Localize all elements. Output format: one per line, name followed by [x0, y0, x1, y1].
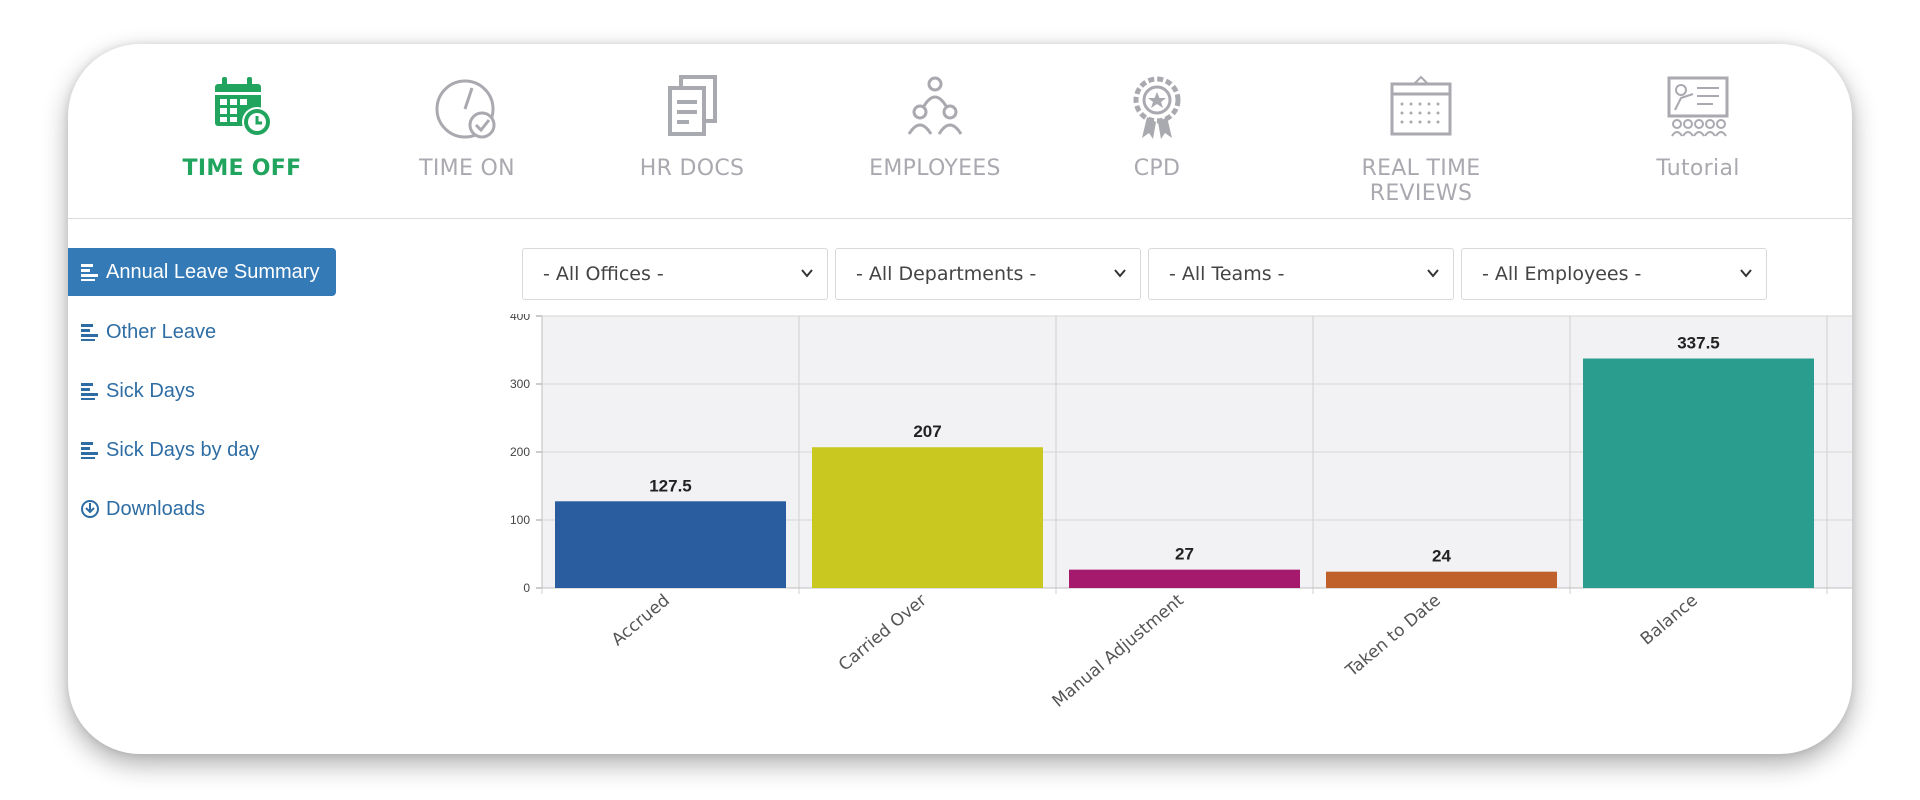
sidebar-item-annual-leave-summary[interactable]: Annual Leave Summary — [68, 248, 336, 296]
y-tick-label: 300 — [510, 377, 530, 391]
chevron-down-icon — [1114, 269, 1126, 278]
nav-time-on[interactable]: TIME ON — [357, 72, 577, 181]
sidebar-item-sick-days[interactable]: Sick Days — [68, 368, 368, 414]
nav-real-time-reviews-label: REAL TIME REVIEWS — [1361, 156, 1481, 206]
sidebar-item-sick-days-by-day[interactable]: Sick Days by day — [68, 427, 368, 473]
stopwatch-check-icon — [435, 79, 496, 139]
data-label: 337.5 — [1677, 334, 1720, 353]
bar-accrued — [555, 501, 786, 588]
nav-cpd[interactable]: CPD — [1047, 72, 1267, 181]
teams-select-value: - All Teams - — [1169, 263, 1285, 285]
nav-tutorial-label: Tutorial — [1656, 156, 1740, 181]
data-label: 24 — [1432, 547, 1451, 566]
x-tick-label: Balance — [1637, 591, 1702, 650]
sidebar-item-label: Sick Days by day — [106, 438, 260, 461]
y-tick-label: 0 — [523, 581, 530, 595]
sidebar-item-label: Other Leave — [106, 320, 217, 343]
bar-list-icon — [81, 442, 98, 459]
sidebar-item-label: Downloads — [106, 497, 205, 520]
employees-select-value: - All Employees - — [1482, 263, 1642, 285]
bar-list-icon — [81, 264, 98, 281]
sidebar-item-other-leave[interactable]: Other Leave — [68, 309, 368, 355]
bar-balance — [1583, 358, 1814, 588]
main-panel: TIME OFF TIME ON HR DOCS — [68, 44, 1852, 754]
nav-employees[interactable]: EMPLOYEES — [825, 72, 1045, 181]
bar-carried-over — [812, 447, 1043, 588]
nav-cpd-label: CPD — [1133, 156, 1181, 181]
nav-hr-docs[interactable]: HR DOCS — [582, 72, 802, 181]
employees-select[interactable]: - All Employees - — [1461, 248, 1767, 300]
x-tick-label: Accrued — [608, 591, 674, 651]
nav-time-off[interactable]: TIME OFF — [132, 72, 352, 181]
documents-icon — [668, 75, 717, 136]
nav-time-off-label: TIME OFF — [182, 156, 302, 181]
sidebar: Annual Leave Summary Other Leave Sick Da… — [68, 248, 368, 545]
x-tick-label: Manual Adjustment — [1049, 590, 1188, 711]
calendar-clock-icon — [215, 77, 272, 137]
nav-employees-label: EMPLOYEES — [869, 156, 1001, 181]
bar-taken-to-date — [1326, 571, 1557, 588]
people-icon — [907, 76, 963, 135]
nav-real-time-reviews[interactable]: REAL TIME REVIEWS — [1311, 72, 1531, 206]
bar-list-icon — [81, 324, 98, 341]
y-tick-label: 100 — [510, 513, 530, 527]
bar-manual-adjustment — [1069, 569, 1300, 588]
data-label: 127.5 — [649, 476, 692, 495]
data-label: 207 — [913, 422, 941, 441]
bar-list-icon — [81, 383, 98, 400]
nav-hr-docs-label: HR DOCS — [639, 156, 745, 181]
departments-select[interactable]: - All Departments - — [835, 248, 1141, 300]
y-tick-label: 400 — [510, 314, 530, 323]
presentation-icon — [1667, 76, 1729, 137]
departments-select-value: - All Departments - — [856, 263, 1037, 285]
calendar-grid-icon — [1390, 75, 1452, 136]
offices-select[interactable]: - All Offices - — [522, 248, 828, 300]
annual-leave-bar-chart: 0 100 200 300 400 127.5 Accrued 207 Carried Over… — [510, 314, 1852, 712]
offices-select-value: - All Offices - — [543, 263, 664, 285]
chevron-down-icon — [801, 269, 813, 278]
sidebar-item-label: Annual Leave Summary — [106, 260, 320, 283]
sidebar-item-label: Sick Days — [106, 379, 195, 402]
data-label: 27 — [1175, 545, 1194, 564]
x-tick-label: Taken to Date — [1341, 591, 1444, 682]
nav-time-on-label: TIME ON — [419, 156, 515, 181]
chevron-down-icon — [1740, 269, 1752, 278]
teams-select[interactable]: - All Teams - — [1148, 248, 1454, 300]
nav-tutorial[interactable]: Tutorial — [1588, 72, 1808, 181]
x-tick-label: Carried Over — [835, 591, 931, 676]
top-navigation: TIME OFF TIME ON HR DOCS — [68, 44, 1852, 219]
sidebar-item-downloads[interactable]: Downloads — [68, 486, 368, 532]
download-circle-icon — [81, 500, 99, 518]
y-tick-label: 200 — [510, 445, 530, 459]
award-badge-icon — [1133, 76, 1181, 139]
chevron-down-icon — [1427, 269, 1439, 278]
